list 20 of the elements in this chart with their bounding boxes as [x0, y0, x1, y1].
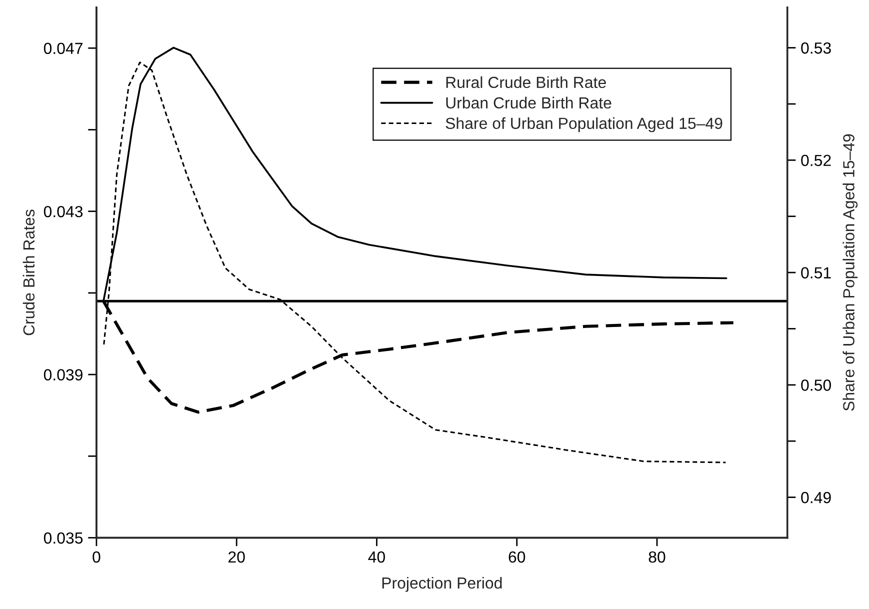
- y2-tick-label: 0.49: [801, 492, 831, 504]
- y2-axis-title: Share of Urban Population Aged 15–49: [842, 134, 858, 411]
- y2-tick-label: 0.53: [801, 42, 831, 54]
- y-tick-label: 0.035: [44, 532, 83, 544]
- legend-label: Share of Urban Population Aged 15–49: [446, 117, 722, 132]
- x-axis-title: Projection Period: [382, 576, 502, 592]
- y-tick-label: 0.039: [44, 369, 83, 380]
- x-tick-label: 40: [368, 551, 385, 563]
- legend-label: Urban Crude Birth Rate: [446, 96, 612, 109]
- y-tick-label: 0.043: [44, 206, 83, 218]
- y-tick-label: 0.047: [44, 42, 82, 54]
- y2-tick-label: 0.51: [801, 267, 831, 278]
- y2-tick-label: 0.52: [801, 154, 831, 166]
- y-axis-title: Crude Birth Rates: [22, 210, 35, 336]
- y2-tick-label: 0.50: [801, 380, 831, 391]
- x-tick-label: 20: [228, 551, 245, 563]
- x-tick-label: 60: [508, 551, 526, 563]
- x-tick-label: 0: [92, 551, 100, 563]
- legend-label: Rural Crude Birth Rate: [446, 76, 606, 88]
- x-tick-label: 80: [648, 551, 666, 563]
